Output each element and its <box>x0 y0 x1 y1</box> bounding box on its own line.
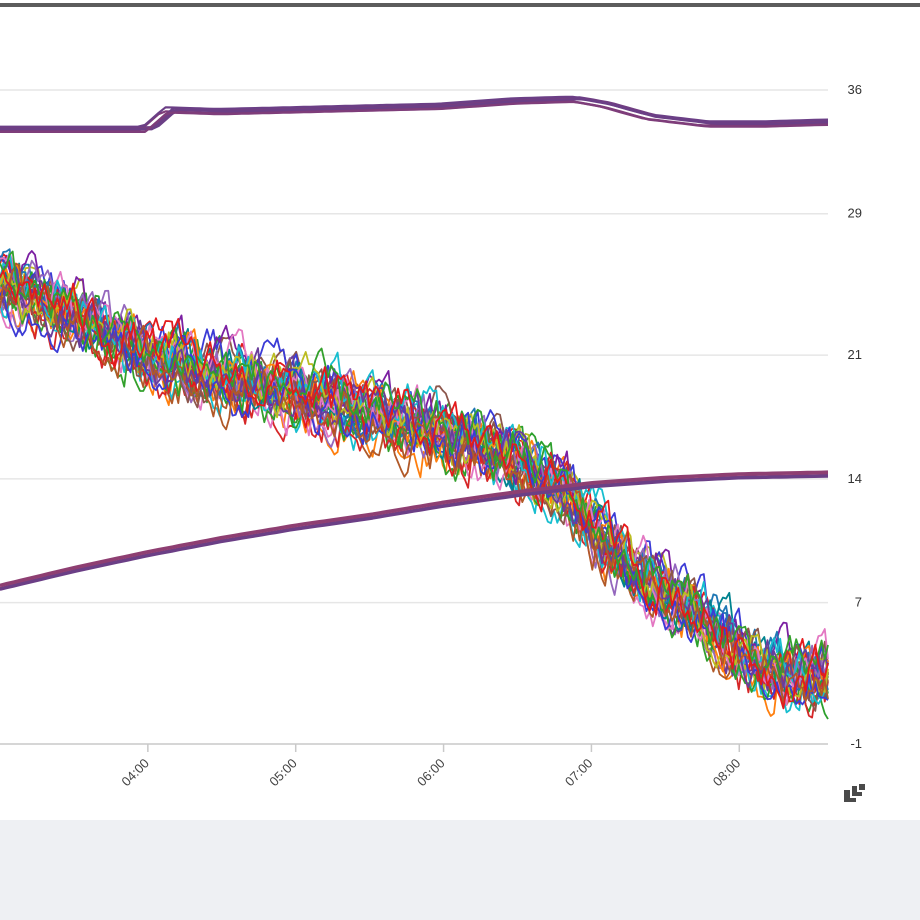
panel-top-border <box>0 3 920 7</box>
series-line <box>0 281 829 712</box>
y-tick-label: 14 <box>848 471 862 486</box>
series-line <box>0 473 829 590</box>
series-line <box>0 474 829 590</box>
series-line <box>0 288 829 706</box>
y-tick-label: 36 <box>848 82 862 97</box>
y-tick-label: 7 <box>855 595 862 610</box>
y-tick-label: -1 <box>850 736 862 751</box>
series-line <box>0 475 829 591</box>
series-layer <box>0 95 829 720</box>
chart-export-icon <box>844 782 867 802</box>
series-line <box>0 250 829 680</box>
x-tick-label: 05:00 <box>266 756 300 790</box>
series-line <box>0 262 829 705</box>
series-line <box>0 97 829 131</box>
series-line <box>0 471 829 588</box>
series-line <box>0 470 829 586</box>
y-tick-label: 29 <box>848 206 862 221</box>
series-line <box>0 269 829 710</box>
y-tick-label: 21 <box>848 347 862 362</box>
chart-panel: -1 7 14 21 29 36 04:00 05:00 06:00 07:00 08:00 <box>0 0 920 820</box>
export-button[interactable] <box>842 781 870 807</box>
series-line <box>0 97 829 130</box>
series-line <box>0 266 829 693</box>
page-footer-area <box>0 820 920 920</box>
x-tick-label: 07:00 <box>562 756 596 790</box>
series-line <box>0 95 829 128</box>
x-tick-label: 04:00 <box>118 756 152 790</box>
line-chart: -1 7 14 21 29 36 04:00 05:00 06:00 07:00 08:00 <box>0 82 862 790</box>
series-line <box>0 100 829 133</box>
x-tick-label: 06:00 <box>414 756 448 790</box>
x-tick-label: 08:00 <box>710 756 744 790</box>
